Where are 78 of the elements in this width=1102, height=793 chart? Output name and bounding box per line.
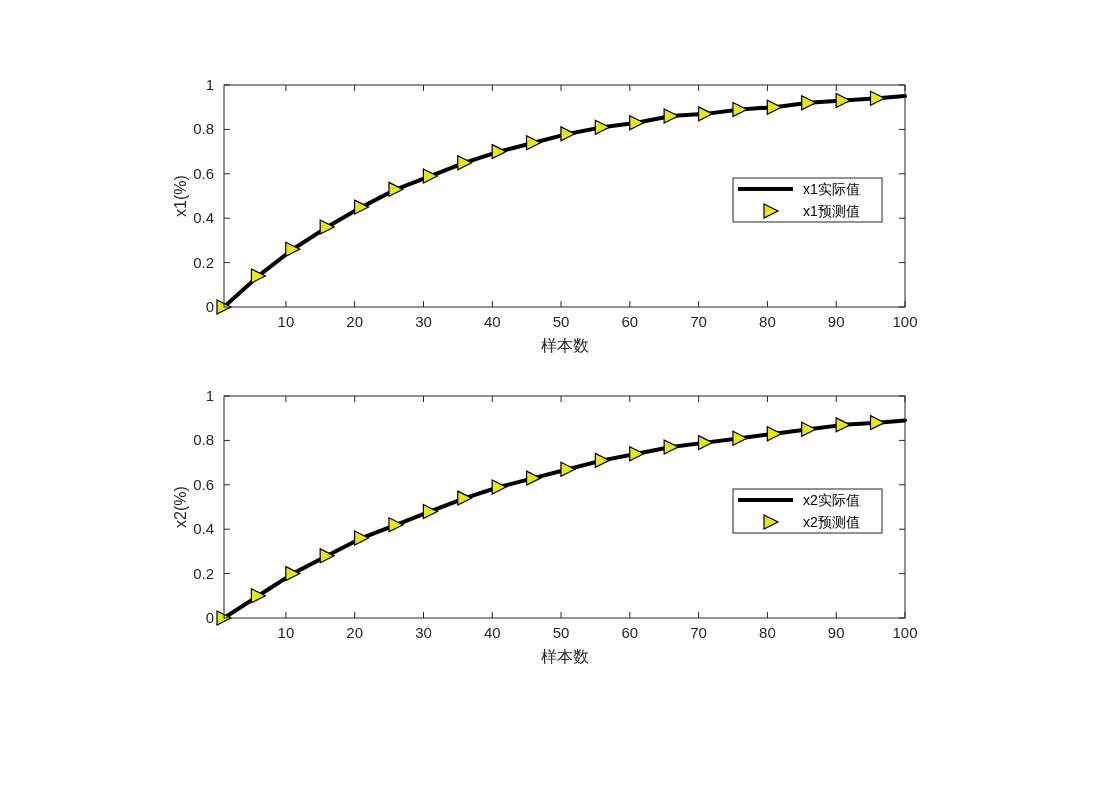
x-tick-label: 20 (346, 313, 364, 330)
point (319, 219, 335, 235)
y-tick-label: 0 (205, 298, 214, 315)
point (285, 241, 301, 257)
point (422, 168, 438, 184)
y-tick-label: 0.2 (193, 564, 214, 582)
x-tick-label: 70 (690, 624, 707, 641)
legend-label: x1实际值 (803, 181, 860, 197)
x-tick-label: 20 (346, 624, 364, 641)
point (422, 503, 438, 520)
y-tick-label: 0.8 (193, 120, 214, 138)
x-axis-title: 样本数 (540, 648, 589, 665)
point (525, 470, 542, 486)
x-tick-label: 40 (483, 624, 501, 641)
point (697, 435, 714, 451)
point (285, 566, 301, 582)
point (594, 452, 610, 468)
legend-label: x2实际值 (803, 492, 860, 508)
point (801, 95, 817, 111)
point (629, 446, 645, 462)
point (766, 99, 782, 115)
point (663, 108, 679, 124)
y-tick-label: 1 (205, 387, 214, 404)
x-tick-label: 70 (690, 313, 707, 330)
point (388, 181, 404, 197)
point (560, 126, 576, 142)
x-tick-label: 30 (415, 624, 432, 641)
y-tick-label: 1 (205, 76, 214, 93)
y-axis-title: x2(%) (172, 486, 189, 528)
point (869, 90, 886, 106)
y-tick-label: 0.4 (193, 209, 214, 227)
point (491, 479, 507, 495)
x-axis-title: 样本数 (540, 337, 589, 354)
y-tick-label: 0.4 (193, 520, 214, 538)
point (869, 415, 886, 431)
x-tick-label: 50 (552, 313, 570, 330)
y-tick-label: 0.8 (193, 431, 214, 449)
x-tick-label: 10 (277, 313, 295, 330)
point (560, 461, 576, 477)
x-tick-label: 100 (892, 624, 918, 641)
x-tick-label: 100 (892, 313, 918, 330)
point (353, 199, 370, 215)
x-tick-label: 50 (552, 624, 570, 641)
legend-label: x2预测值 (803, 514, 860, 530)
point (250, 268, 266, 284)
point (697, 106, 714, 122)
point (388, 517, 404, 533)
point (629, 115, 645, 131)
point (457, 155, 473, 171)
point (457, 490, 473, 506)
y-tick-label: 0.6 (193, 164, 214, 182)
point (732, 101, 748, 118)
y-axis-title: x1(%) (172, 175, 189, 217)
point (801, 421, 817, 437)
x-tick-label: 10 (277, 624, 295, 641)
legend-label: x1预测值 (803, 203, 860, 219)
x-tick-label: 60 (621, 313, 639, 330)
x-tick-label: 90 (827, 313, 845, 330)
y-tick-label: 0.6 (193, 475, 214, 493)
x-tick-label: 90 (827, 624, 845, 641)
point (835, 92, 851, 109)
point (732, 430, 748, 446)
point (835, 417, 851, 433)
point (319, 548, 335, 564)
point (663, 439, 679, 455)
x-tick-label: 30 (415, 313, 432, 330)
point (250, 588, 266, 604)
y-tick-label: 0 (205, 609, 214, 626)
x-tick-label: 80 (759, 624, 776, 641)
point (594, 119, 610, 135)
x-tick-label: 40 (483, 313, 501, 330)
point (766, 426, 782, 442)
point (353, 530, 370, 546)
x-tick-label: 80 (759, 313, 776, 330)
y-tick-label: 0.2 (193, 253, 214, 271)
x-tick-label: 60 (621, 624, 639, 641)
point (525, 135, 542, 151)
point (491, 144, 507, 160)
